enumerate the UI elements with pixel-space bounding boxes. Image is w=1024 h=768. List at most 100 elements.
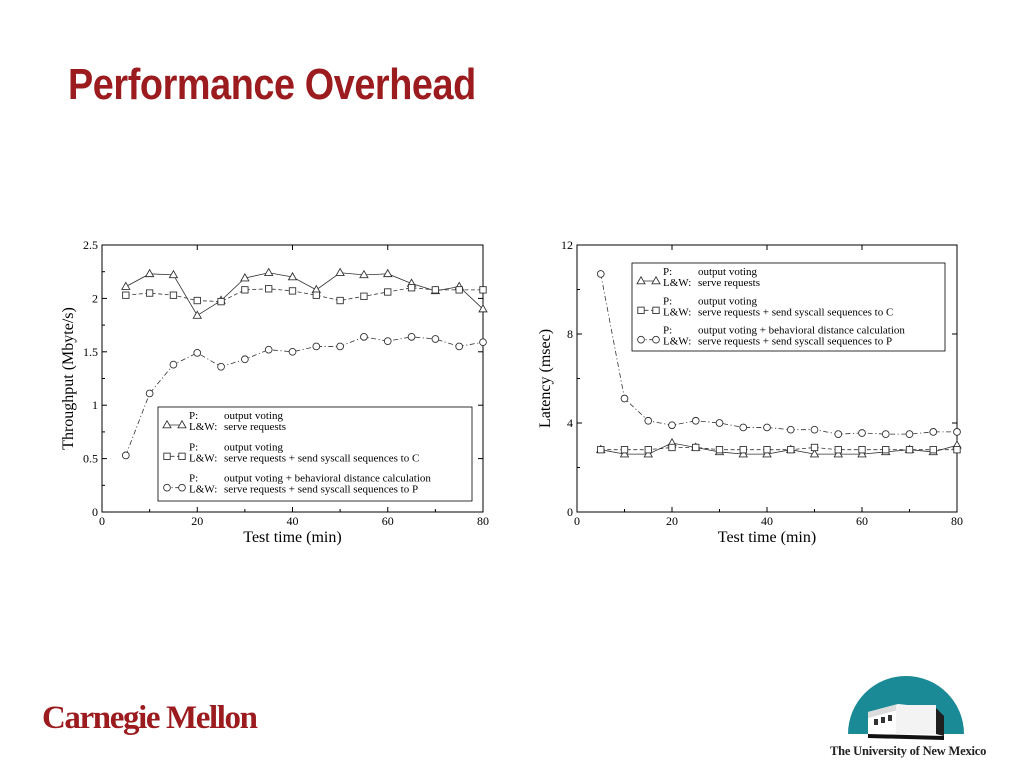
- data-point-triangle: [263, 267, 274, 277]
- data-point-circle: [360, 332, 368, 341]
- series-square: [122, 284, 487, 306]
- data-point-square: [810, 443, 819, 452]
- unm-logo-text: The University of New Mexico: [830, 744, 987, 758]
- y-tick-label: 1.5: [83, 345, 98, 359]
- data-point-triangle: [382, 268, 393, 278]
- x-tick-label: 60: [382, 514, 394, 528]
- data-point-square: [715, 446, 724, 454]
- legend-lw-text: serve requests + send syscall sequences …: [224, 452, 419, 464]
- data-point-square: [763, 446, 771, 454]
- legend-lw-text: serve requests + send syscall sequences …: [224, 484, 418, 496]
- data-point-triangle: [809, 449, 820, 458]
- data-point-circle: [881, 430, 890, 438]
- data-point-square: [834, 446, 842, 454]
- data-point-circle: [145, 389, 154, 398]
- data-point-circle: [620, 394, 629, 403]
- x-tick-label: 80: [951, 514, 963, 528]
- data-point-square: [241, 286, 249, 294]
- data-point-circle: [407, 332, 416, 341]
- data-point-triangle: [857, 449, 867, 458]
- legend-lw-text: serve requests: [224, 421, 286, 433]
- data-point-circle: [121, 451, 130, 460]
- x-axis-label: Test time (min): [718, 529, 816, 546]
- x-axis-label: Test time (min): [243, 529, 341, 546]
- data-point-square: [360, 292, 368, 300]
- legend-p-key: P:: [189, 473, 198, 485]
- legend-p-text: output voting: [698, 266, 757, 278]
- chart-0: 0 20 40 60 80 0 0.5 1 1.5 2 2.5 Test time (min) Thro…: [60, 238, 489, 546]
- x-tick-label: 0: [574, 514, 580, 528]
- data-point-square: [668, 443, 676, 452]
- y-axis-label: Latency (msec): [537, 329, 554, 428]
- x-tick-label: 40: [761, 514, 773, 528]
- data-point-circle: [691, 416, 700, 425]
- legend-marker-triangle: [177, 419, 187, 429]
- data-point-triangle: [240, 273, 250, 282]
- x-tick-label: 0: [99, 514, 105, 528]
- y-tick-label: 2.5: [83, 238, 98, 252]
- legend-marker-square: [163, 452, 171, 460]
- y-axis-label: Throughput (Mbyte/s): [60, 307, 77, 450]
- legend: P: output voting L&W: serve requests P: outpu…: [631, 262, 946, 352]
- data-point-square: [953, 446, 961, 454]
- data-point-circle: [858, 429, 866, 437]
- data-point-circle: [383, 337, 392, 345]
- data-point-square: [597, 446, 605, 454]
- data-point-square: [620, 446, 629, 454]
- data-point-triangle: [335, 267, 345, 277]
- data-point-circle: [312, 342, 321, 351]
- legend-p-key: P:: [663, 325, 672, 337]
- data-point-triangle: [762, 449, 772, 458]
- y-tick-label: 12: [561, 238, 573, 252]
- data-point-circle: [169, 360, 178, 369]
- data-point-square: [692, 443, 700, 452]
- y-tick-label: 4: [567, 416, 573, 430]
- legend-lw-key: L&W:: [663, 306, 691, 318]
- legend-marker-triangle: [651, 275, 661, 285]
- data-point-circle: [786, 425, 795, 434]
- legend-p-text: output voting: [224, 410, 283, 422]
- x-tick-label: 20: [666, 514, 678, 528]
- data-point-square: [882, 446, 890, 454]
- y-tick-label: 0.5: [83, 452, 98, 466]
- data-point-square: [739, 446, 747, 454]
- legend-lw-key: L&W:: [663, 336, 691, 348]
- data-point-circle: [763, 423, 771, 432]
- data-point-square: [169, 291, 178, 299]
- data-point-square: [336, 296, 344, 305]
- series-line-triangle: [125, 272, 484, 317]
- data-point-triangle: [619, 449, 630, 458]
- unm-logo: The University of New Mexico: [828, 664, 998, 768]
- legend-lw-text: serve requests + send syscall sequences …: [698, 306, 893, 318]
- data-point-circle: [739, 423, 748, 432]
- legend-marker-circle: [163, 483, 171, 492]
- data-point-square: [217, 297, 225, 306]
- data-point-triangle: [168, 269, 179, 279]
- data-point-triangle: [287, 271, 298, 281]
- unm-emblem-icon: [848, 676, 964, 740]
- legend-marker-square: [178, 452, 186, 460]
- data-point-square: [122, 291, 130, 299]
- series-line-square: [125, 287, 483, 303]
- series-square: [597, 443, 961, 454]
- data-point-square: [479, 286, 487, 294]
- data-point-square: [455, 286, 463, 294]
- series-line-square: [600, 447, 957, 451]
- legend-box: [631, 262, 946, 352]
- legend-marker-triangle: [162, 419, 172, 429]
- data-point-circle: [336, 342, 344, 351]
- legend-p-text: output voting + behavioral distance calc…: [698, 325, 905, 337]
- legend-p-key: P:: [663, 266, 672, 278]
- data-point-square: [858, 446, 866, 454]
- data-point-circle: [668, 421, 676, 430]
- legend-lw-text: serve requests + send syscall sequences …: [698, 336, 892, 348]
- y-tick-label: 0: [567, 505, 573, 519]
- data-point-circle: [810, 425, 819, 434]
- data-point-square: [312, 291, 320, 299]
- legend-lw-text: serve requests: [698, 277, 760, 289]
- data-point-circle: [264, 345, 273, 354]
- data-point-circle: [596, 270, 605, 278]
- chart-1: 0 20 40 60 80 0 4 8 12 Test time (min) Latency (ms…: [537, 238, 963, 546]
- data-point-square: [407, 284, 416, 292]
- data-point-triangle: [192, 310, 203, 319]
